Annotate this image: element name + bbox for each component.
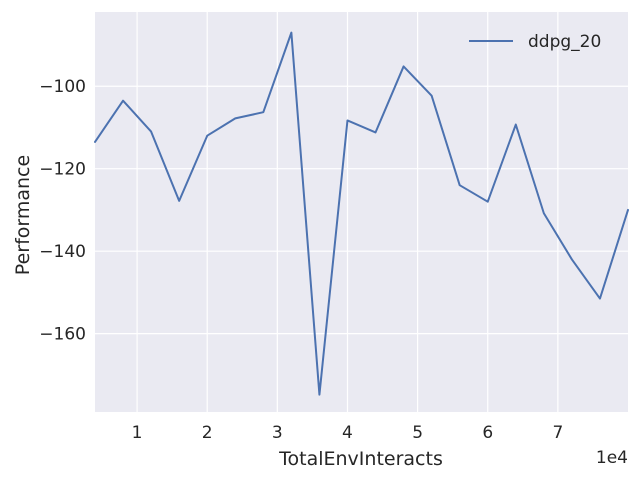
x-tick-label: 1 — [132, 423, 143, 443]
x-tick-labels: 1 2 3 4 5 6 7 — [132, 423, 564, 443]
plot-background — [95, 12, 628, 412]
x-tick-label: 5 — [412, 423, 423, 443]
series-line-ddpg-20 — [94, 31, 629, 396]
x-tick-label: 2 — [202, 423, 213, 443]
y-axis-title: Performance — [12, 155, 34, 275]
x-tick-label: 4 — [342, 423, 353, 443]
y-tick-label: −160 — [39, 325, 86, 345]
y-tick-label: −100 — [39, 77, 86, 97]
x-tick-label: 7 — [552, 423, 563, 443]
y-tick-label: −140 — [39, 242, 86, 262]
x-tick-label: 3 — [272, 423, 283, 443]
y-tick-labels: −100 −120 −140 −160 — [39, 77, 86, 344]
y-tick-label: −120 — [39, 160, 86, 180]
grid — [95, 12, 628, 412]
legend-label-ddpg-20: ddpg_20 — [528, 32, 601, 52]
x-offset-label: 1e4 — [596, 448, 628, 468]
legend: ddpg_20 — [469, 32, 601, 52]
x-axis-title: TotalEnvInteracts — [278, 448, 443, 470]
series-layer — [94, 31, 629, 396]
x-tick-label: 6 — [482, 423, 493, 443]
